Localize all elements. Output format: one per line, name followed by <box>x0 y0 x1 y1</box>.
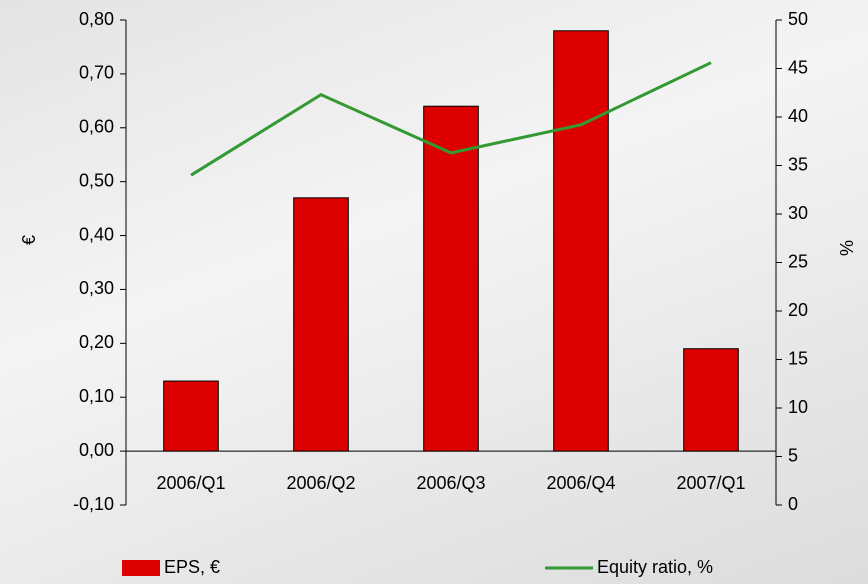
y-tick-label: 0,10 <box>79 386 114 406</box>
y2-tick-label: 10 <box>788 397 808 417</box>
bar <box>164 381 219 451</box>
bar <box>684 349 739 451</box>
bar <box>554 31 609 451</box>
bar <box>424 106 479 451</box>
y-tick-label: 0,30 <box>79 278 114 298</box>
y2-tick-label: 50 <box>788 9 808 29</box>
y2-tick-label: 45 <box>788 57 808 77</box>
x-tick-label: 2006/Q4 <box>546 473 615 493</box>
y-tick-label: 0,70 <box>79 63 114 83</box>
x-tick-label: 2006/Q1 <box>156 473 225 493</box>
y-tick-label: 0,00 <box>79 440 114 460</box>
chart: € % -0,10 0,00 0,10 0,20 0,30 0,40 0,50 0,60 0,7… <box>0 0 868 584</box>
y2-tick-label: 40 <box>788 106 808 126</box>
y2-axis-label: % <box>837 240 857 256</box>
y-tick-label: 0,60 <box>79 117 114 137</box>
y2-tick-label: 20 <box>788 300 808 320</box>
y2-tick-label: 35 <box>788 154 808 174</box>
y2-tick-label: 5 <box>788 445 798 465</box>
y-tick-label: 0,40 <box>79 224 114 244</box>
bar <box>294 198 349 451</box>
y-tick-label: 0,20 <box>79 332 114 352</box>
x-tick-label: 2006/Q2 <box>286 473 355 493</box>
y-axis-label: € <box>19 235 39 245</box>
y2-tick-label: 0 <box>788 494 798 514</box>
y2-tick-label: 15 <box>788 348 808 368</box>
x-tick-label: 2007/Q1 <box>676 473 745 493</box>
y2-tick-label: 25 <box>788 251 808 271</box>
legend-label: EPS, € <box>164 557 220 577</box>
y2-tick-label: 30 <box>788 203 808 223</box>
y-tick-label: 0,50 <box>79 170 114 190</box>
legend-swatch <box>122 560 160 576</box>
y-tick-label: 0,80 <box>79 9 114 29</box>
y-tick-label: -0,10 <box>73 494 114 514</box>
x-tick-label: 2006/Q3 <box>416 473 485 493</box>
legend-label: Equity ratio, % <box>597 557 713 577</box>
